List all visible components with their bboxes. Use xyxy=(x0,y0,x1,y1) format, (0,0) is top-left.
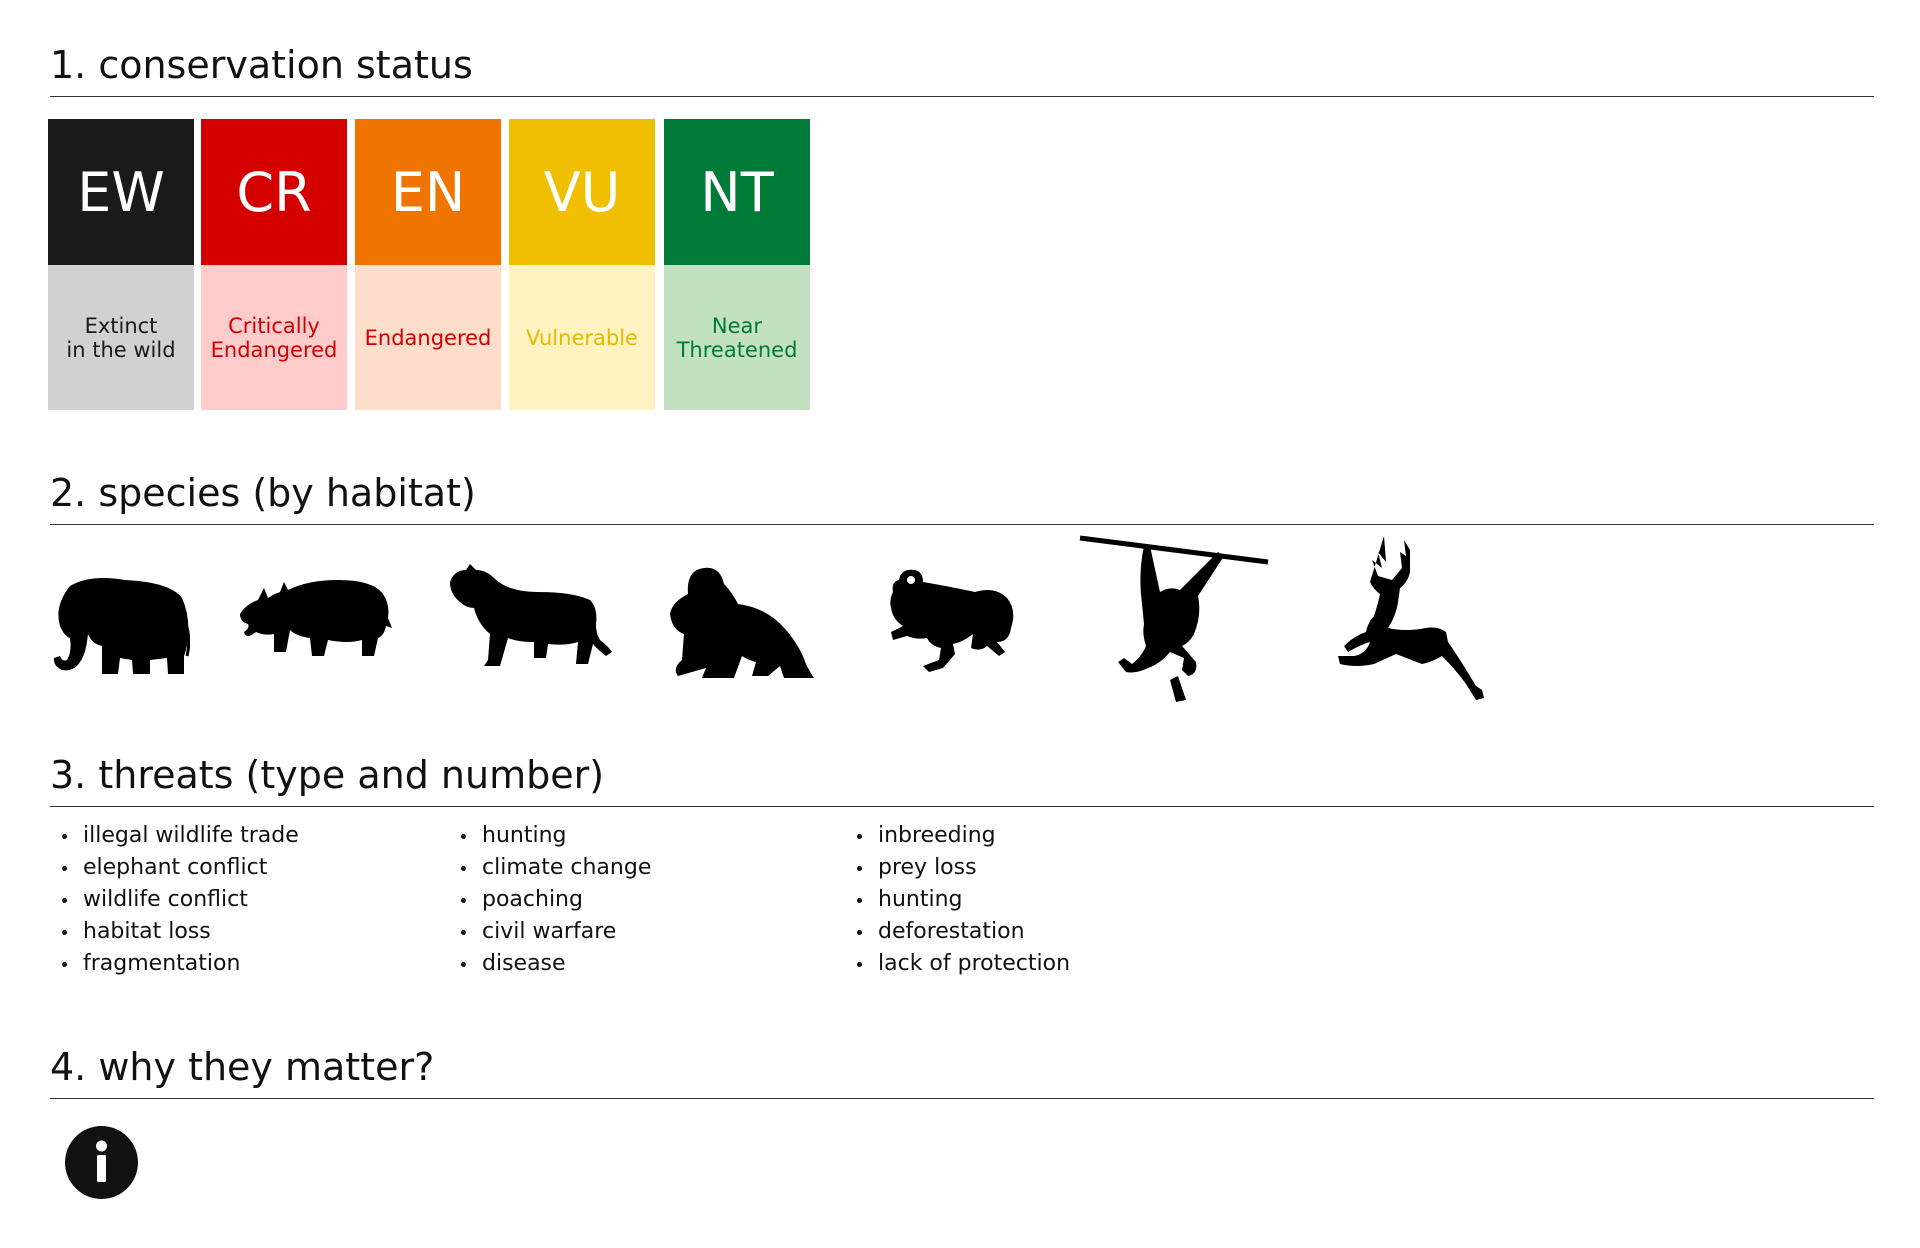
status-code: CR xyxy=(201,119,347,265)
threat-item: illegal wildlife trade xyxy=(50,820,299,852)
status-tile-ew: EW Extinct in the wild xyxy=(48,119,194,410)
status-tile-cr: CR Critically Endangered xyxy=(201,119,347,410)
threat-item: lack of protection xyxy=(845,948,1070,980)
threat-item: inbreeding xyxy=(845,820,1070,852)
rhino-icon xyxy=(238,574,393,660)
threat-list-1: illegal wildlife trade elephant conflict… xyxy=(50,820,299,980)
status-code: NT xyxy=(664,119,810,265)
frog-icon xyxy=(887,562,1017,674)
threat-item: climate change xyxy=(449,852,651,884)
status-tile-vu: VU Vulnerable xyxy=(509,119,655,410)
status-label: Vulnerable xyxy=(509,265,655,410)
threat-item: disease xyxy=(449,948,651,980)
status-tile-nt: NT Near Threatened xyxy=(664,119,810,410)
section-divider xyxy=(50,96,1874,97)
status-code: EN xyxy=(355,119,501,265)
section-divider xyxy=(50,806,1874,807)
section-divider xyxy=(50,524,1874,525)
threat-item: deforestation xyxy=(845,916,1070,948)
threat-item: civil warfare xyxy=(449,916,651,948)
threat-list-2: hunting climate change poaching civil wa… xyxy=(449,820,651,980)
info-icon[interactable] xyxy=(65,1126,138,1199)
threat-item: habitat loss xyxy=(50,916,299,948)
threat-item: prey loss xyxy=(845,852,1070,884)
section-title-conservation-status: 1. conservation status xyxy=(50,43,473,87)
gorilla-icon xyxy=(668,564,814,680)
tiger-icon xyxy=(448,564,613,670)
status-label: Endangered xyxy=(355,265,501,410)
section-divider xyxy=(50,1098,1874,1099)
section-title-threats: 3. threats (type and number) xyxy=(50,753,605,797)
gibbon-icon xyxy=(1078,534,1273,702)
threat-item: poaching xyxy=(449,884,651,916)
status-label: Critically Endangered xyxy=(201,265,347,410)
status-label: Near Threatened xyxy=(664,265,810,410)
threat-item: hunting xyxy=(845,884,1070,916)
section-title-why-they-matter: 4. why they matter? xyxy=(50,1045,435,1089)
status-label: Extinct in the wild xyxy=(48,265,194,410)
elephant-icon xyxy=(50,576,190,676)
deer-icon xyxy=(1336,532,1486,704)
threat-item: wildlife conflict xyxy=(50,884,299,916)
status-tile-en: EN Endangered xyxy=(355,119,501,410)
threat-list-3: inbreeding prey loss hunting deforestati… xyxy=(845,820,1070,980)
threat-item: fragmentation xyxy=(50,948,299,980)
status-code: EW xyxy=(48,119,194,265)
threat-item: hunting xyxy=(449,820,651,852)
threat-item: elephant conflict xyxy=(50,852,299,884)
section-title-species: 2. species (by habitat) xyxy=(50,471,476,515)
status-code: VU xyxy=(509,119,655,265)
